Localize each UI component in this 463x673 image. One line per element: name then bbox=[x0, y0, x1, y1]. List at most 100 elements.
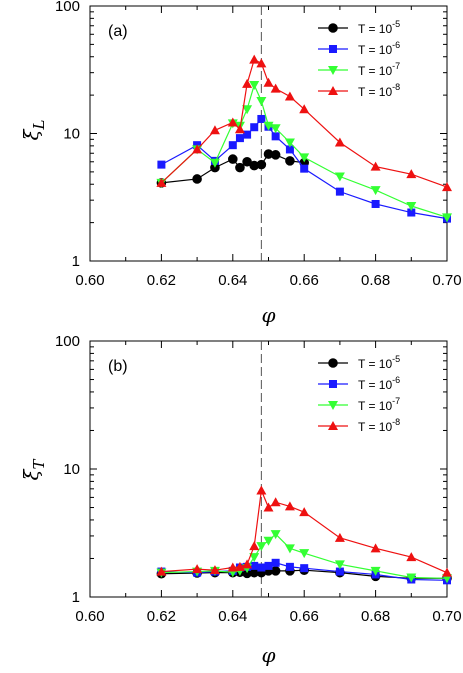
data-point bbox=[192, 144, 203, 154]
data-point bbox=[209, 158, 220, 168]
data-point bbox=[257, 563, 266, 572]
data-point bbox=[285, 145, 294, 154]
data-point bbox=[192, 174, 202, 184]
data-point bbox=[370, 161, 381, 171]
data-point bbox=[249, 81, 260, 91]
data-point bbox=[442, 213, 452, 223]
legend-label: T = 10-8 bbox=[358, 417, 400, 434]
x-tick-label: 0.70 bbox=[432, 272, 461, 289]
legend-label: T = 10-7 bbox=[358, 396, 400, 413]
data-point bbox=[228, 154, 238, 164]
series--8 bbox=[156, 54, 452, 192]
x-tick-label: 0.62 bbox=[147, 608, 176, 625]
data-point bbox=[371, 199, 380, 208]
series-line bbox=[160, 58, 448, 188]
data-point bbox=[235, 162, 245, 173]
data-point bbox=[157, 160, 166, 169]
data-point bbox=[256, 542, 267, 552]
data-point bbox=[263, 502, 274, 512]
data-point bbox=[334, 532, 345, 542]
legend-marker bbox=[328, 358, 338, 368]
data-point bbox=[249, 541, 260, 551]
y-tick-label: 100 bbox=[55, 333, 80, 350]
series--8 bbox=[156, 485, 452, 577]
data-point bbox=[249, 54, 260, 64]
data-point bbox=[370, 566, 381, 576]
data-point bbox=[249, 553, 260, 563]
data-point bbox=[299, 549, 310, 559]
x-tick-label: 0.66 bbox=[290, 272, 319, 289]
data-point bbox=[270, 83, 281, 93]
legend-label: T = 10-7 bbox=[358, 61, 400, 78]
data-point bbox=[270, 150, 281, 160]
data-point bbox=[256, 58, 267, 68]
x-tick-label: 0.60 bbox=[75, 608, 104, 625]
data-point bbox=[242, 559, 253, 569]
data-point bbox=[156, 177, 167, 187]
legend-label: T = 10-6 bbox=[358, 375, 400, 392]
series--6 bbox=[157, 114, 451, 223]
x-tick-label: 0.68 bbox=[361, 608, 390, 625]
data-point bbox=[242, 105, 253, 115]
data-point bbox=[370, 186, 381, 196]
data-point bbox=[334, 560, 345, 570]
legend: T = 10-5 T = 10-6 T = 10-7 T = 10-8 bbox=[318, 19, 400, 99]
legend-marker bbox=[328, 66, 338, 75]
y-tick-label: 1 bbox=[72, 589, 80, 606]
data-point bbox=[284, 138, 295, 148]
data-point bbox=[407, 208, 416, 217]
data-point bbox=[227, 117, 238, 127]
data-point bbox=[284, 91, 295, 101]
x-tick-label: 0.70 bbox=[432, 608, 461, 625]
x-tick-label: 0.62 bbox=[147, 272, 176, 289]
y-axis-label: ξL bbox=[19, 119, 48, 140]
data-point bbox=[335, 187, 344, 196]
data-point bbox=[285, 562, 294, 571]
series--7 bbox=[156, 530, 452, 584]
legend-marker bbox=[329, 380, 337, 388]
legend: T = 10-5 T = 10-6 T = 10-7 T = 10-8 bbox=[318, 354, 400, 434]
data-point bbox=[234, 124, 245, 134]
x-tick-label: 0.64 bbox=[218, 272, 247, 289]
legend-marker bbox=[328, 401, 338, 410]
data-point bbox=[270, 497, 281, 507]
legend-label: T = 10-5 bbox=[358, 354, 400, 371]
x-tick-label: 0.60 bbox=[75, 272, 104, 289]
data-point bbox=[263, 536, 274, 546]
legend-label: T = 10-5 bbox=[358, 19, 400, 36]
data-point bbox=[156, 566, 167, 576]
data-point bbox=[250, 123, 259, 132]
data-point bbox=[256, 159, 267, 170]
y-tick-label: 1 bbox=[72, 253, 80, 270]
data-point bbox=[284, 544, 295, 554]
series--7 bbox=[156, 81, 452, 223]
data-point bbox=[299, 104, 310, 114]
data-point bbox=[227, 562, 238, 572]
data-point bbox=[299, 507, 310, 517]
data-point bbox=[209, 125, 220, 135]
data-point bbox=[271, 558, 280, 567]
data-point bbox=[406, 202, 417, 212]
data-point bbox=[442, 182, 452, 192]
data-point bbox=[300, 164, 309, 173]
data-point bbox=[256, 485, 267, 495]
data-point bbox=[243, 130, 252, 139]
data-point bbox=[235, 134, 244, 143]
legend-label: T = 10-8 bbox=[358, 82, 400, 99]
data-point bbox=[442, 567, 452, 577]
data-point bbox=[209, 565, 220, 575]
data-point bbox=[263, 77, 274, 87]
legend-marker bbox=[328, 23, 338, 33]
data-point bbox=[263, 121, 274, 131]
y-tick-label: 10 bbox=[63, 126, 80, 143]
data-point bbox=[406, 552, 417, 562]
panel-label: (a) bbox=[108, 23, 128, 40]
data-point bbox=[250, 561, 259, 570]
data-point bbox=[192, 564, 203, 574]
data-point bbox=[264, 561, 273, 570]
data-point bbox=[299, 153, 310, 163]
data-point bbox=[285, 156, 295, 166]
y-axis-label: ξT bbox=[19, 459, 48, 481]
